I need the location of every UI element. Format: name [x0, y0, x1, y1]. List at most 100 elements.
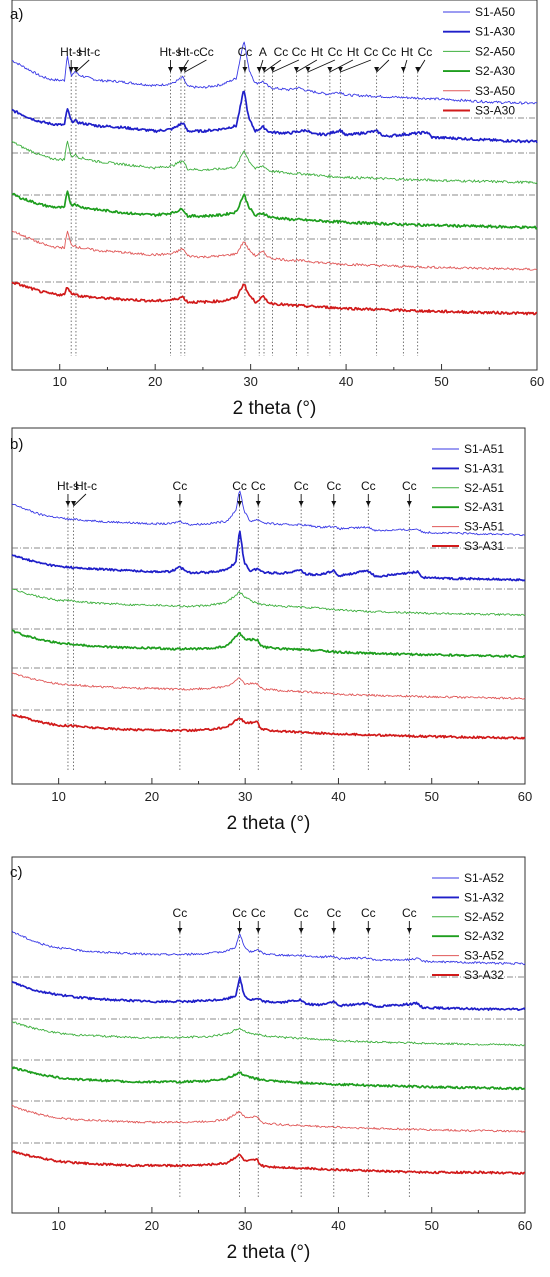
peak-annotation-label: Ht	[311, 45, 324, 59]
arrow-head	[374, 67, 380, 72]
legend-entry: S1-A50	[475, 5, 515, 19]
legend-entry: S1-A32	[464, 890, 504, 904]
series-line-s3-a51	[11, 672, 526, 700]
panel-label: a)	[10, 6, 23, 23]
x-tick-label: 30	[243, 374, 257, 389]
peak-annotation-label: Cc	[402, 479, 417, 493]
legend-entry: S1-A30	[475, 25, 515, 39]
peak-annotation-label: Ht-c	[177, 45, 199, 59]
peak-annotation-label: Cc	[361, 906, 376, 920]
arrow-head	[270, 67, 276, 72]
arrow-head	[365, 501, 371, 506]
peak-annotation-label: Cc	[294, 479, 309, 493]
peak-annotation-arrow	[180, 59, 189, 73]
panel-label: b)	[10, 436, 23, 453]
arrow-head	[327, 67, 333, 72]
x-tick-label: 10	[51, 789, 65, 804]
chart-panel-a: Ht-sHt-c Ht-sHt-c Cc Cc A Cc Cc Ht Cc Ht Cc Cc Ht Cca…	[10, 0, 544, 419]
arrow-head	[242, 67, 248, 72]
peak-annotation-label: Cc	[173, 906, 188, 920]
peak-annotation-label: Cc	[173, 479, 188, 493]
arrow-head	[73, 67, 79, 72]
legend-entry: S3-A51	[464, 520, 504, 534]
legend-entry: S1-A52	[464, 871, 504, 885]
arrow-head	[365, 928, 371, 933]
series-line-s1-a51	[11, 490, 526, 537]
legend-entry: S3-A30	[475, 104, 515, 118]
peak-annotation-label: Cc	[294, 906, 309, 920]
peak-annotation-label: Ht-c	[75, 479, 97, 493]
x-tick-label: 20	[148, 374, 162, 389]
legend-entry: S3-A32	[464, 968, 504, 982]
legend-entry: S2-A31	[464, 500, 504, 514]
arrow-head	[177, 928, 183, 933]
arrow-head	[65, 501, 71, 506]
legend-entry: S1-A31	[464, 461, 504, 475]
arrow-head	[331, 928, 337, 933]
x-tick-label: 60	[518, 789, 532, 804]
x-tick-label: 10	[51, 1218, 65, 1233]
peak-annotation-label: Cc	[292, 45, 307, 59]
legend-entry: S3-A50	[475, 84, 515, 98]
peak-annotation-label: Cc	[238, 45, 253, 59]
x-tick-label: 60	[518, 1218, 532, 1233]
peak-annotation-label: A	[259, 45, 267, 59]
x-tick-label: 50	[424, 1218, 438, 1233]
legend-entry: S2-A51	[464, 481, 504, 495]
peak-annotation-arrow	[329, 59, 354, 73]
arrow-head	[406, 928, 412, 933]
arrow-head	[415, 67, 421, 72]
x-axis-label: 2 theta (°)	[233, 398, 317, 419]
series-line-s2-a50	[11, 140, 538, 185]
legend-entry: S1-A51	[464, 442, 504, 456]
arrow-head	[167, 67, 173, 72]
arrow-head	[305, 67, 311, 72]
x-tick-label: 40	[331, 789, 345, 804]
peak-annotation-label: Ht-s	[159, 45, 181, 59]
arrow-head	[400, 67, 406, 72]
series-line-s1-a32	[11, 976, 526, 1012]
peak-annotation-label: Cc	[382, 45, 397, 59]
x-tick-label: 40	[339, 374, 353, 389]
series-line-s1-a31	[11, 530, 526, 582]
peak-annotation-label: Cc	[326, 906, 341, 920]
series-line-s2-a30	[11, 190, 538, 230]
arrow-head	[261, 67, 267, 72]
arrow-head	[237, 928, 243, 933]
peak-annotation-label: Cc	[418, 45, 433, 59]
peak-annotation-label: Cc	[199, 45, 214, 59]
arrow-head	[293, 67, 299, 72]
plot-frame	[11, 856, 526, 1214]
x-tick-label: 30	[238, 1218, 252, 1233]
x-tick-label: 30	[238, 789, 252, 804]
peak-annotation-label: Cc	[232, 479, 247, 493]
peak-annotation-label: Cc	[251, 479, 266, 493]
peak-annotation-arrow	[307, 59, 336, 73]
arrow-head	[298, 928, 304, 933]
chart-panel-b: Ht-sHt-c Cc Cc Cc Cc Cc Cc Cc b) S1-A51 S1-A31 S2-A…	[10, 427, 532, 834]
panel-label: c)	[10, 864, 23, 881]
peak-annotation-arrow	[73, 493, 87, 507]
peak-annotation-label: Cc	[326, 479, 341, 493]
peak-annotation-arrow	[272, 59, 300, 73]
arrow-head	[178, 67, 184, 72]
series-line-s3-a30	[11, 281, 538, 316]
plot-frame	[11, 0, 538, 371]
arrow-head	[331, 501, 337, 506]
peak-annotation-arrow	[296, 59, 318, 73]
arrow-head	[256, 67, 262, 72]
peak-annotation-label: Cc	[402, 906, 417, 920]
series-line-s1-a52	[11, 930, 526, 966]
chart-panel-c: Cc Cc Cc Cc Cc Cc Cc c) S1-A52 S1-A32 S2-A52 S2-A32…	[10, 856, 532, 1263]
series-line-s3-a52	[11, 1104, 526, 1133]
arrow-head	[255, 501, 261, 506]
peak-annotation-arrow	[340, 59, 372, 73]
x-tick-label: 50	[424, 789, 438, 804]
peak-annotation-arrow	[263, 59, 282, 73]
x-axis-label: 2 theta (°)	[227, 813, 311, 834]
peak-annotation-arrow	[376, 59, 390, 73]
arrow-head	[237, 501, 243, 506]
x-tick-label: 20	[145, 789, 159, 804]
legend-entry: S3-A31	[464, 539, 504, 553]
peak-annotation-label: Ht	[401, 45, 414, 59]
